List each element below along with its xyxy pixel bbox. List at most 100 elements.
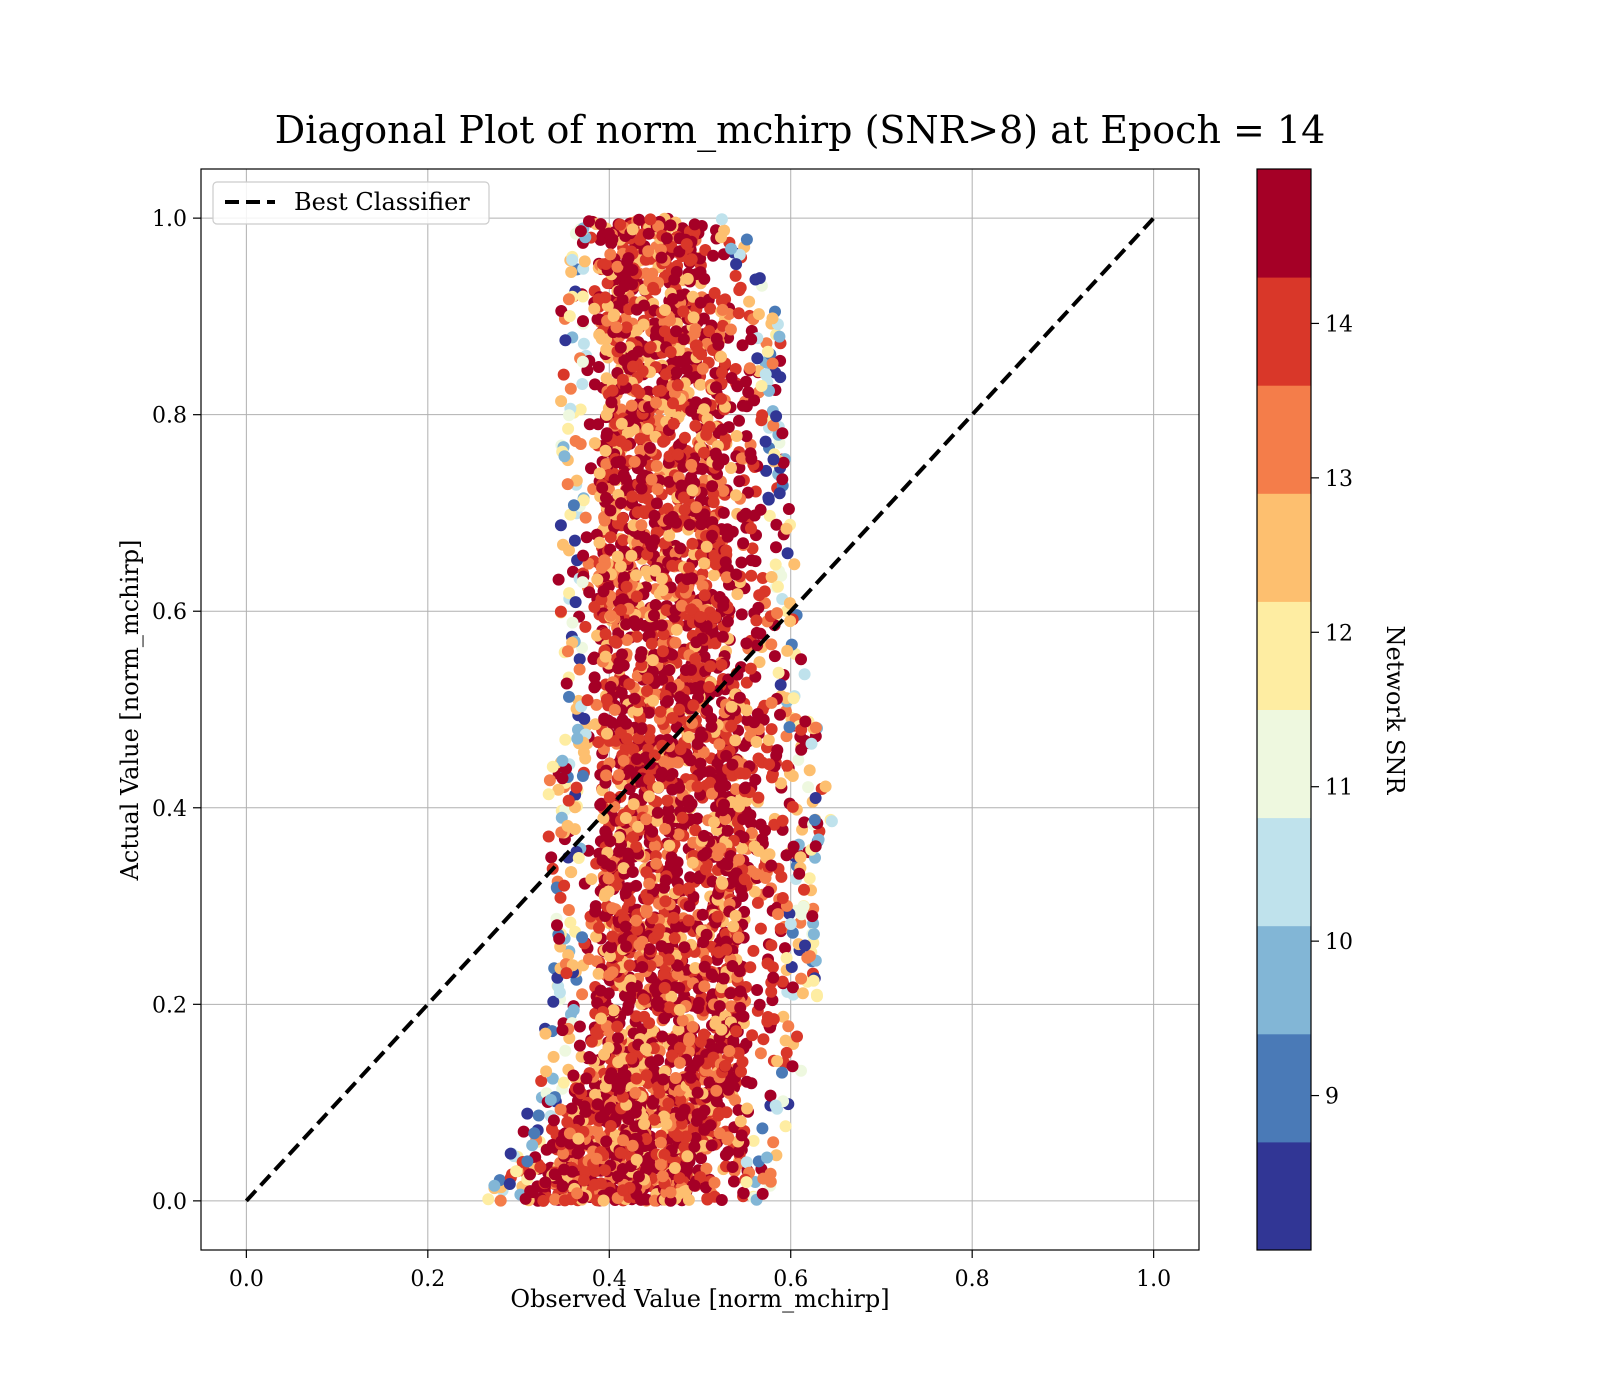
scatter-point (668, 1162, 681, 1174)
scatter-point (740, 1156, 753, 1169)
scatter-point (730, 258, 743, 271)
scatter-point (750, 614, 763, 627)
scatter-point (592, 293, 605, 306)
scatter-point (585, 1052, 597, 1065)
scatter-point (730, 1025, 743, 1038)
scatter-point (568, 534, 581, 547)
scatter-point (740, 1176, 753, 1189)
scatter-point (774, 678, 787, 691)
scatter-point (770, 518, 783, 531)
scatter-point (802, 781, 815, 794)
scatter-point (567, 499, 580, 512)
scatter-point (645, 473, 658, 486)
scatter-point (782, 503, 795, 515)
scatter-point (590, 1026, 603, 1039)
scatter-point (604, 504, 617, 517)
scatter-point (617, 1134, 629, 1147)
scatter-point (751, 352, 764, 365)
scatter-point (765, 638, 778, 651)
scatter-point (590, 1152, 603, 1165)
scatter-point (729, 909, 742, 922)
scatter-point (612, 1056, 625, 1069)
scatter-point (741, 1102, 754, 1115)
scatter-point (700, 1162, 713, 1175)
chart-title: Diagonal Plot of norm_mchirp (SNR>8) at … (275, 108, 1326, 153)
scatter-point (566, 253, 579, 266)
scatter-point (658, 755, 671, 768)
scatter-point (635, 722, 648, 735)
scatter-point (625, 399, 638, 412)
scatter-point (665, 990, 678, 1003)
scatter-point (706, 529, 718, 542)
scatter-point (637, 993, 650, 1006)
scatter-point (781, 644, 794, 657)
scatter-point (650, 459, 663, 472)
scatter-point (681, 1150, 694, 1163)
scatter-point (709, 552, 722, 565)
scatter-point (571, 732, 584, 745)
scatter-point (740, 430, 753, 443)
scatter-point (698, 508, 711, 521)
scatter-point (795, 653, 807, 666)
scatter-point (779, 1034, 792, 1047)
legend-box (212, 181, 490, 225)
scatter-point (753, 656, 766, 669)
scatter-point (535, 1075, 548, 1087)
scatter-point (807, 928, 820, 941)
scatter-point (799, 939, 811, 952)
scatter-point (634, 1193, 647, 1206)
scatter-point (729, 1094, 742, 1107)
scatter-point (682, 914, 695, 927)
scatter-point (752, 752, 765, 765)
scatter-point (648, 749, 661, 762)
scatter-point (562, 949, 575, 962)
scatter-point (557, 368, 570, 381)
scatter-point (748, 716, 761, 729)
scatter-point (787, 840, 800, 853)
scatter-point (664, 346, 677, 358)
scatter-point (728, 1175, 740, 1188)
scatter-point (724, 987, 737, 1000)
scatter-point (644, 213, 657, 226)
scatter-point (643, 441, 656, 454)
colorbar-segment (1257, 385, 1311, 494)
scatter-point (734, 1115, 747, 1128)
scatter-point (808, 814, 821, 826)
scatter-point (673, 1042, 686, 1054)
scatter-point (589, 718, 602, 731)
scatter-point (697, 312, 710, 325)
scatter-point (754, 818, 767, 831)
scatter-point (606, 930, 619, 943)
scatter-point (777, 1010, 790, 1023)
scatter-point (577, 494, 590, 507)
scatter-point (657, 1110, 670, 1123)
scatter-point (601, 727, 613, 740)
scatter-point (625, 1052, 638, 1065)
scatter-point (572, 1082, 585, 1095)
scatter-point (688, 1140, 701, 1153)
scatter-point (553, 932, 566, 945)
scatter-point (646, 825, 659, 838)
scatter-point (709, 447, 722, 460)
scatter-point (654, 1136, 667, 1149)
scatter-point (544, 1093, 557, 1106)
scatter-point (664, 1194, 677, 1207)
legend: Best Classifier (212, 181, 490, 225)
scatter-point (711, 910, 724, 923)
scatter-point (645, 637, 658, 650)
scatter-point (621, 1003, 634, 1016)
scatter-point (721, 824, 734, 837)
scatter-point (664, 219, 677, 232)
scatter-point (576, 378, 589, 390)
scatter-point (615, 604, 627, 616)
scatter-point (717, 599, 730, 612)
scatter-point (554, 519, 567, 532)
scatter-point (617, 534, 630, 547)
scatter-point (753, 589, 766, 602)
scatter-point (576, 290, 589, 303)
scatter-point (611, 550, 624, 563)
scatter-point (729, 783, 742, 796)
scatter-point (600, 458, 613, 471)
scatter-point (769, 1099, 782, 1112)
scatter-point (656, 645, 669, 658)
